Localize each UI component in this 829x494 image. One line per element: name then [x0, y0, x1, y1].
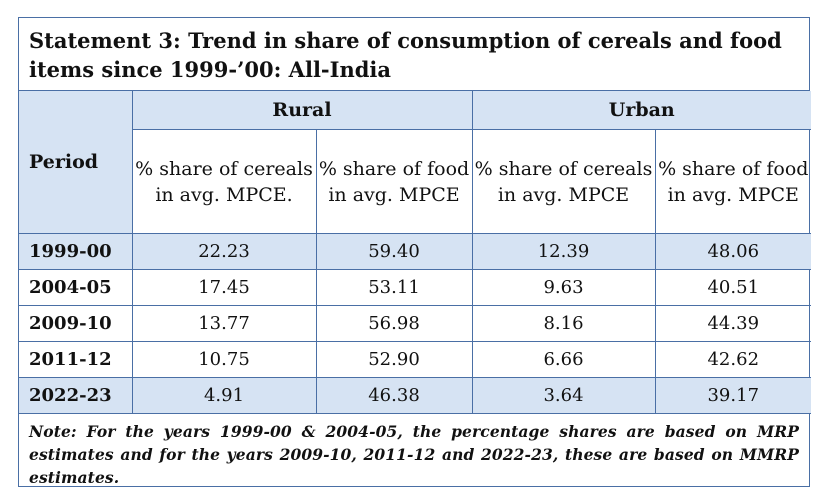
value-cell: 13.77: [131, 305, 317, 342]
period-cell: 2011-12: [19, 341, 133, 378]
table-row: 2004-05 17.45 53.11 9.63 40.51: [19, 269, 811, 306]
urban-food-header: % share of food in avg. MPCE: [654, 129, 811, 234]
table-row: 1999-00 22.23 59.40 12.39 48.06: [19, 233, 811, 270]
rural-cereals-header: % share of cereals in avg. MPCE.: [132, 129, 317, 234]
table-row: 2022-23 4.91 46.38 3.64 39.17: [19, 377, 811, 414]
value-cell: 22.23: [131, 233, 317, 270]
value-cell: 46.38: [315, 377, 473, 414]
value-cell: 10.75: [131, 341, 317, 378]
urban-group-header: Urban: [471, 91, 811, 130]
value-cell: 53.11: [315, 269, 473, 306]
value-cell: 52.90: [315, 341, 473, 378]
value-cell: 44.39: [654, 305, 811, 342]
statement-title: Statement 3: Trend in share of consumpti…: [19, 18, 809, 91]
table-row: 2011-12 10.75 52.90 6.66 42.62: [19, 341, 811, 378]
period-cell: 2009-10: [19, 305, 133, 342]
value-cell: 6.66: [471, 341, 656, 378]
table-row: 2009-10 13.77 56.98 8.16 44.39: [19, 305, 811, 342]
value-cell: 12.39: [471, 233, 656, 270]
value-cell: 59.40: [315, 233, 473, 270]
value-cell: 48.06: [654, 233, 811, 270]
period-cell: 1999-00: [19, 233, 133, 270]
value-cell: 17.45: [131, 269, 317, 306]
value-cell: 40.51: [654, 269, 811, 306]
statement-box: Statement 3: Trend in share of consumpti…: [18, 17, 811, 487]
rural-group-header: Rural: [131, 91, 473, 130]
rural-food-header: % share of food in avg. MPCE: [315, 129, 473, 234]
period-cell: 2004-05: [19, 269, 133, 306]
value-cell: 3.64: [471, 377, 656, 414]
consumption-share-table: Period Rural Urban % share of cereals in…: [19, 91, 811, 414]
period-header: Period: [19, 91, 133, 234]
value-cell: 9.63: [471, 269, 656, 306]
value-cell: 4.91: [131, 377, 317, 414]
value-cell: 39.17: [654, 377, 811, 414]
value-cell: 42.62: [654, 341, 811, 378]
period-cell: 2022-23: [19, 377, 133, 414]
footnote: Note: For the years 1999-00 & 2004-05, t…: [29, 422, 799, 487]
urban-cereals-header: % share of cereals in avg. MPCE: [471, 129, 656, 234]
value-cell: 8.16: [471, 305, 656, 342]
value-cell: 56.98: [315, 305, 473, 342]
